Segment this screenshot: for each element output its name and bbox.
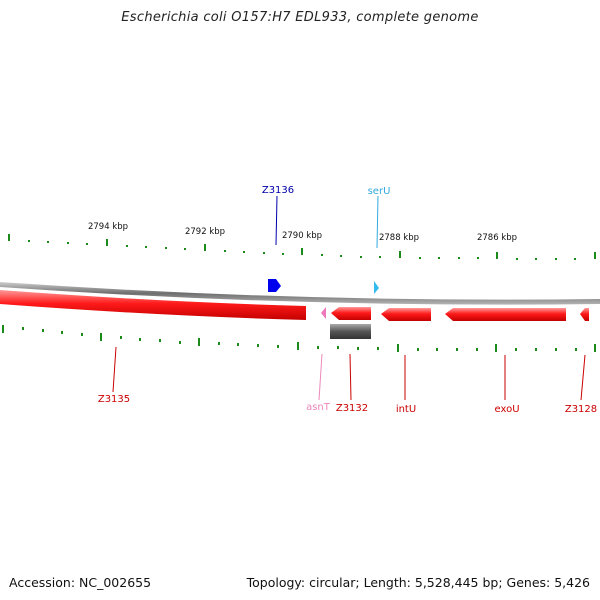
gene-asnt-arrow[interactable] bbox=[321, 307, 326, 319]
gene-z3135-bar[interactable] bbox=[0, 290, 306, 320]
scale-label: 2794 kbp bbox=[88, 222, 128, 232]
gene-label-z3128[interactable]: Z3128 bbox=[565, 404, 597, 415]
scale-label: 2788 kbp bbox=[379, 233, 419, 243]
gene-z3136-arrow[interactable] bbox=[268, 279, 281, 292]
gene-label-exou[interactable]: exoU bbox=[494, 404, 519, 415]
gene-label-asnt[interactable]: asnT bbox=[306, 402, 331, 413]
gene-label-z3132[interactable]: Z3132 bbox=[336, 403, 368, 414]
leader-seru bbox=[376, 195, 379, 249]
leader-z3135 bbox=[112, 346, 117, 393]
genome-title: Escherichia coli O157:H7 EDL933, complet… bbox=[121, 10, 479, 25]
gene-labels: Z3136 serU Z3135 asnT Z3132 intU exoU Z3… bbox=[98, 185, 597, 415]
gene-intu-arrow[interactable] bbox=[381, 308, 431, 321]
gene-exou-arrow[interactable] bbox=[445, 308, 566, 321]
topology-text: Topology: circular; Length: 5,528,445 bp… bbox=[246, 575, 590, 590]
gene-label-z3135[interactable]: Z3135 bbox=[98, 394, 130, 405]
scale-labels: 2794 kbp 2792 kbp 2790 kbp 2788 kbp 2786… bbox=[88, 222, 517, 243]
leader-z3132 bbox=[349, 353, 352, 401]
gene-label-seru[interactable]: serU bbox=[368, 186, 391, 197]
leader-z3136 bbox=[275, 195, 278, 246]
scale-label: 2790 kbp bbox=[282, 231, 322, 241]
scale-label: 2786 kbp bbox=[477, 233, 517, 243]
scale-label: 2792 kbp bbox=[185, 227, 225, 237]
upper-tick-ring bbox=[8, 234, 596, 260]
lower-tick-ring bbox=[2, 325, 596, 352]
leader-asnt bbox=[318, 353, 323, 401]
leader-lines bbox=[112, 195, 586, 401]
accession-text: Accession: NC_002655 bbox=[9, 575, 152, 590]
gene-z3132-arrow[interactable] bbox=[331, 307, 371, 320]
gene-z3128-arrow[interactable] bbox=[580, 308, 589, 321]
gene-label-intu[interactable]: intU bbox=[396, 404, 416, 415]
gene-label-z3136[interactable]: Z3136 bbox=[262, 185, 294, 196]
gene-z3132-gray-bar[interactable] bbox=[330, 324, 371, 339]
leader-z3128 bbox=[580, 354, 586, 401]
genome-backbone bbox=[0, 282, 600, 305]
gene-seru-arrow[interactable] bbox=[374, 281, 379, 294]
